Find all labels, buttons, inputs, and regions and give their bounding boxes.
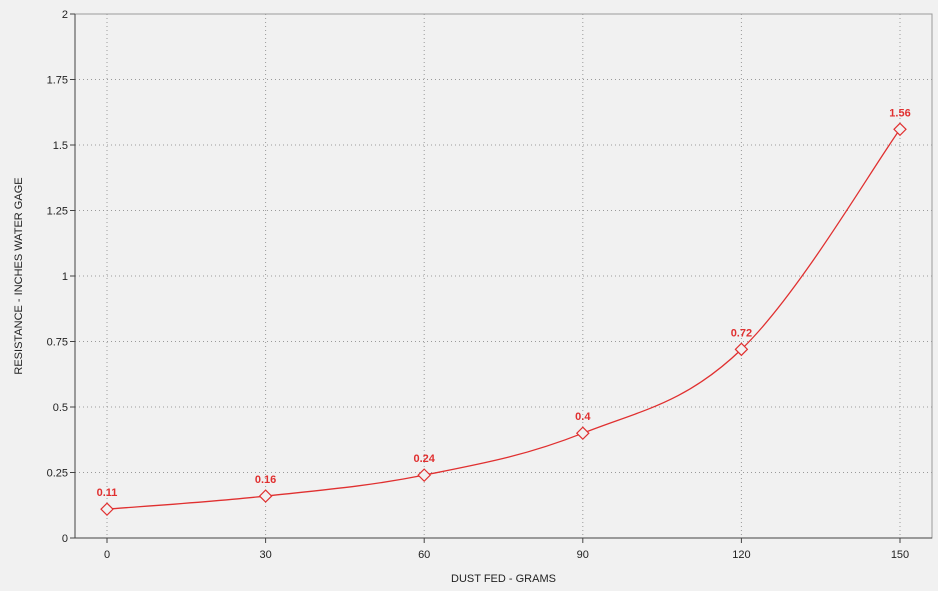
y-axis-title: RESISTANCE - INCHES WATER GAGE [13,177,25,374]
series-line [106,128,901,510]
data-point-marker [100,502,114,517]
data-point-marker [417,468,432,482]
y-tick-label: 1 [62,271,68,283]
y-tick-label: 0.25 [47,468,68,480]
y-tick-label: 2 [62,9,68,21]
axis-layer: 0 0.25 0.5 0.75 1 1.25 1.5 1.75 2 0 30 60 90 120 150 [47,9,932,561]
data-label: 1.56 [889,107,910,119]
grid-layer [74,13,933,539]
data-label: 0.16 [255,474,276,486]
x-axis-title: DUST FED - GRAMS [451,573,556,585]
y-tick-label: 0.5 [53,402,68,414]
data-label: 0.4 [575,411,591,423]
data-point-marker [258,489,273,503]
label-layer: 0.11 0.16 0.24 0.4 0.72 1.56 [97,107,911,499]
y-tick-label: 1.75 [47,75,68,87]
y-tick-label: 1.25 [47,206,68,218]
data-label: 0.24 [413,453,435,465]
x-tick-label: 120 [732,549,750,561]
y-tick-label: 0.75 [47,337,68,349]
data-point-marker [734,342,749,357]
x-tick-label: 60 [418,549,430,561]
x-tick-label: 90 [577,549,589,561]
series-layer [100,122,907,517]
x-tick-label: 0 [104,549,110,561]
y-tick-label: 1.5 [53,140,68,152]
data-point-marker [893,122,907,137]
x-tick-label: 30 [259,549,271,561]
data-label: 0.11 [97,487,118,499]
x-tick-label: 150 [891,549,909,561]
data-label: 0.72 [731,327,752,339]
y-tick-label: 0 [62,533,68,545]
data-point-marker [575,426,590,441]
